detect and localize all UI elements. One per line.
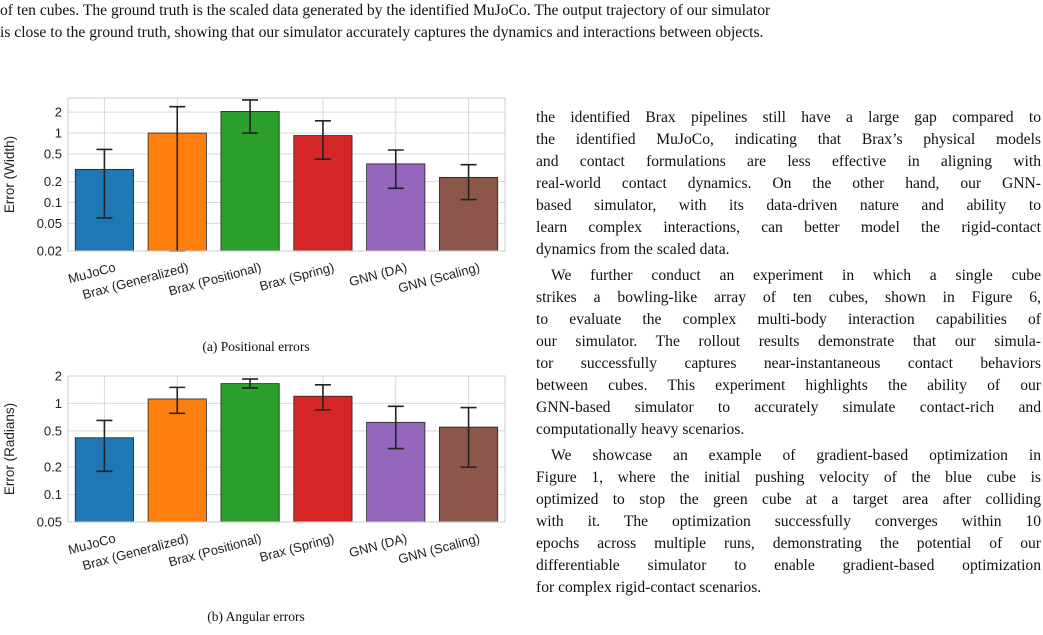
y-tick-label: 2 xyxy=(55,369,62,384)
figure-angular-errors: 0.05 0.1 0.2 0.5 1 2 MuJoCo Brax (Generalized) B… xyxy=(0,358,512,635)
y-tick-label: 1 xyxy=(55,396,62,411)
bar xyxy=(293,395,353,523)
paragraph-line: based simulator, with its data-driven na… xyxy=(536,197,1041,214)
paragraph-line: optimized to stop the green cube at a ta… xyxy=(536,491,1041,508)
paragraph-line: the identified MuJoCo, indicating that B… xyxy=(536,131,1041,148)
paragraph-line: epochs across multiple runs, demonstrati… xyxy=(536,535,1041,552)
error-bar xyxy=(169,386,186,415)
y-axis-label: Error (Radians) xyxy=(2,403,17,495)
error-bar xyxy=(460,163,477,201)
paragraph-line: computationally heavy scenarios. xyxy=(536,421,745,438)
y-tick-label: 0.5 xyxy=(44,423,62,438)
paragraph-line: with it. The optimization successfully c… xyxy=(536,513,1041,530)
paragraph-line: tor successfully captures near-instantan… xyxy=(536,355,1041,372)
paragraph: the identified Brax pipelines still have… xyxy=(536,107,1041,261)
paragraph-line: to evaluate the complex multi-body inter… xyxy=(536,311,1041,328)
paragraph-line: strikes a bowling-like array of ten cube… xyxy=(536,289,1041,306)
paragraph-line: and contact formulations are less effect… xyxy=(536,153,1041,170)
paragraph-line: between cubes. This experiment highlight… xyxy=(536,377,1041,394)
paragraph: We further conduct an experiment in whic… xyxy=(536,265,1041,441)
figure-caption-continued: of ten cubes. The ground truth is the sc… xyxy=(0,0,1040,44)
subfigure-caption-b: (b) Angular errors xyxy=(207,609,305,624)
error-bar xyxy=(387,405,404,450)
error-bar xyxy=(314,384,331,411)
figure-positional-errors: 0.02 0.05 0.1 0.2 0.5 1 2 MuJoCo Brax (Generaliz… xyxy=(0,96,512,358)
error-bar xyxy=(314,120,331,161)
paragraph-line: differentiable simulator to enable gradi… xyxy=(536,557,1041,574)
bar xyxy=(147,398,207,523)
x-tick-label: Brax (Spring) xyxy=(258,259,336,293)
y-tick-label: 0.2 xyxy=(44,174,62,189)
y-tick-label: 0.05 xyxy=(37,216,62,231)
paragraph: We showcase an example of gradient-based… xyxy=(536,445,1041,599)
body-text-column: the identified Brax pipelines still have… xyxy=(536,107,1041,603)
error-bar xyxy=(387,149,404,190)
x-tick-label: Brax (Spring) xyxy=(258,530,336,564)
y-tick-label: 0.05 xyxy=(37,515,62,530)
paragraph-line: real-world contact dynamics. On the othe… xyxy=(536,175,1041,192)
plot-frame xyxy=(67,375,506,523)
y-tick-label: 0.02 xyxy=(37,244,62,259)
error-bar xyxy=(460,406,477,468)
paragraph-line: Figure 1, where the initial pushing velo… xyxy=(536,469,1041,486)
caption-line-1: of ten cubes. The ground truth is the sc… xyxy=(0,2,771,19)
bar xyxy=(220,383,280,523)
error-bar xyxy=(242,378,259,389)
y-tick-label: 1 xyxy=(55,126,62,141)
paragraph-line: the identified Brax pipelines still have… xyxy=(536,109,1041,126)
error-bar xyxy=(242,99,259,134)
plot-frame xyxy=(67,97,506,252)
y-tick-label: 2 xyxy=(55,105,62,120)
y-tick-label: 0.2 xyxy=(44,460,62,475)
paragraph-line: for complex rigid-contact scenarios. xyxy=(536,579,762,596)
paragraph-line: our simulator. The rollout results demon… xyxy=(536,333,1041,350)
y-tick-label: 0.5 xyxy=(44,146,62,161)
error-bar xyxy=(96,419,113,473)
subfigure-caption-a: (a) Positional errors xyxy=(202,339,310,354)
y-tick-label: 0.1 xyxy=(44,195,62,210)
paragraph-line: We showcase an example of gradient-based… xyxy=(551,447,1041,464)
paragraph-line: dynamics from the scaled data. xyxy=(536,241,730,258)
error-bar xyxy=(96,148,113,219)
y-tick-label: 0.1 xyxy=(44,487,62,502)
x-tick-label: GNN (Scaling) xyxy=(397,530,482,566)
paragraph-line: GNN-based simulator to accurately simula… xyxy=(536,399,1041,416)
bar xyxy=(220,111,280,252)
paragraph-line: We further conduct an experiment in whic… xyxy=(551,267,1041,284)
caption-line-2: is close to the ground truth, showing th… xyxy=(0,24,764,41)
x-tick-label: GNN (Scaling) xyxy=(397,259,482,295)
paragraph-line: learn complex interactions, can better m… xyxy=(536,219,1041,236)
y-axis-label: Error (Width) xyxy=(2,136,17,213)
